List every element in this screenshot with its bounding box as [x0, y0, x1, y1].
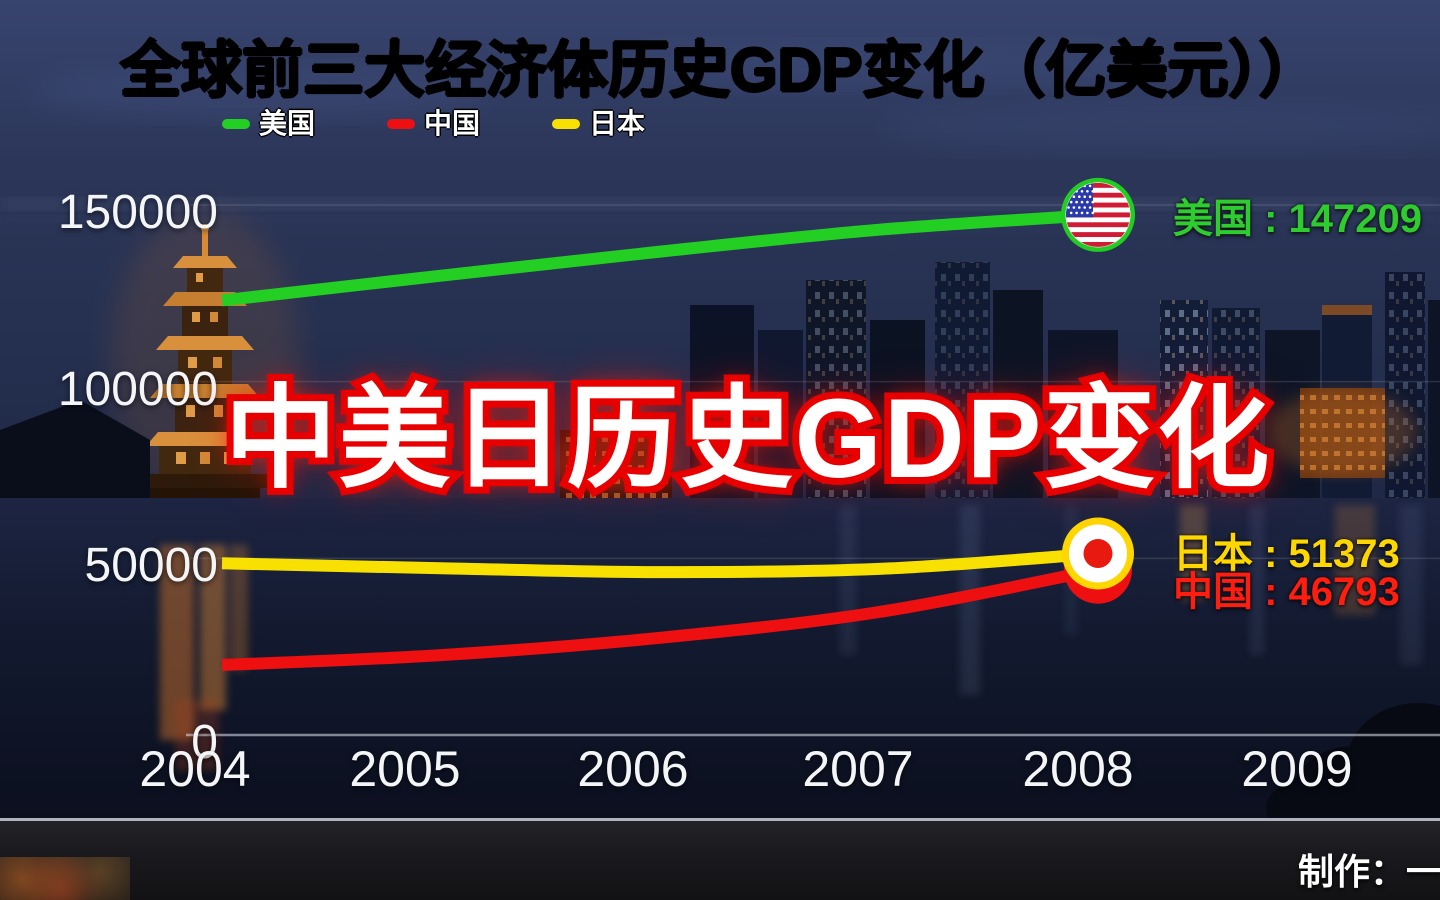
legend-label-cn: 中国 — [424, 108, 481, 139]
x-tick-2004: 2004 — [139, 741, 251, 797]
us-flag-star — [1069, 211, 1073, 215]
china-value-label: 中国 : 46793 — [1173, 570, 1400, 614]
legend-item-us: 美国 — [222, 108, 315, 140]
line-chart — [186, 177, 1440, 737]
us-flag-star — [1088, 195, 1092, 198]
x-tick-2006: 2006 — [577, 741, 689, 797]
us-flag-star — [1091, 211, 1095, 215]
us-gdp-line — [221, 208, 1099, 307]
headline-overlay: 中美日历史GDP变化 — [224, 376, 1272, 501]
us-flag-star — [1086, 200, 1089, 204]
us-flag-star — [1078, 195, 1081, 198]
us-flag-star — [1086, 190, 1089, 193]
us-flag-star — [1091, 190, 1095, 193]
us-flag-star — [1080, 200, 1084, 204]
us-flag-stripe — [1066, 237, 1130, 243]
us-flag-stripe — [1066, 222, 1130, 228]
y-tick-0: 0 — [191, 716, 218, 769]
legend-swatch-jp — [552, 119, 581, 129]
us-flag-star — [1088, 206, 1092, 209]
us-flag-star — [1072, 206, 1076, 209]
us-flag-stripe — [1066, 187, 1130, 193]
legend-item-cn: 中国 — [387, 108, 480, 140]
cloud-bands — [0, 42, 1440, 222]
us-flag-stripe — [1066, 227, 1130, 233]
us-flag-star — [1075, 211, 1078, 215]
bottom-bar: 制作：一 — [0, 818, 1440, 900]
x-tick-2005: 2005 — [349, 741, 461, 797]
us-flag-star — [1088, 184, 1092, 188]
y-tick-50000: 50000 — [84, 539, 218, 593]
city-skyline — [545, 262, 1440, 505]
legend-swatch-cn — [387, 119, 416, 129]
x-tick-2009: 2009 — [1241, 741, 1353, 797]
us-flag-star — [1080, 190, 1084, 193]
china-gdp-line — [221, 563, 1100, 671]
us-flag-stripe — [1066, 217, 1130, 223]
us-flag-stripe — [1066, 232, 1130, 238]
us-value-label: 美国 : 147209 — [1173, 197, 1423, 241]
gridlines — [186, 204, 1440, 737]
us-flag-star — [1083, 206, 1086, 209]
y-tick-150000: 150000 — [57, 186, 218, 239]
us-flag-stripe — [1066, 197, 1130, 203]
credit-text: 制作：一 — [1298, 851, 1440, 892]
us-flag-star — [1083, 195, 1086, 198]
y-tick-100000: 100000 — [57, 362, 218, 416]
us-flag-star — [1072, 195, 1076, 198]
x-tick-2008: 2008 — [1022, 741, 1134, 797]
x-tick-2007: 2007 — [802, 741, 914, 797]
pagoda-illustration — [110, 210, 300, 510]
us-flag-stripes — [1066, 182, 1130, 247]
headline-overlay-outline: 中美日历史GDP变化 — [218, 369, 1277, 508]
us-flag-star — [1086, 211, 1089, 215]
us-flag-stripe — [1066, 212, 1130, 218]
us-flag-star — [1069, 200, 1073, 204]
us-flag-stripe — [1066, 182, 1130, 189]
us-flag-stripe — [1066, 241, 1130, 247]
us-flag-star — [1067, 206, 1070, 209]
legend: 美国 中国 日本 — [222, 108, 645, 140]
us-flag-stripe — [1066, 202, 1130, 208]
legend-label-us: 美国 — [259, 108, 316, 139]
legend-item-jp: 日本 — [552, 108, 645, 140]
japan-gdp-line — [221, 547, 1099, 579]
legend-label-jp: 日本 — [589, 108, 646, 139]
hill-silhouette — [0, 400, 150, 505]
us-flag-stripe — [1066, 192, 1130, 198]
us-flag-star — [1080, 211, 1084, 215]
legend-swatch-us — [222, 119, 250, 129]
us-flag-star — [1091, 200, 1095, 204]
us-flag-star — [1078, 206, 1081, 209]
us-flag-stripe — [1066, 207, 1130, 213]
japan-flag-marker — [1062, 517, 1134, 590]
us-flag-star — [1067, 184, 1070, 188]
chart-title: 全球前三大经济体历史GDP变化（亿美元）） — [120, 36, 1320, 104]
us-flag-star — [1075, 200, 1078, 204]
japan-value-label: 日本 : 51373 — [1173, 532, 1400, 576]
us-flag-marker — [1061, 177, 1135, 252]
water-glow-decoration — [0, 857, 130, 900]
